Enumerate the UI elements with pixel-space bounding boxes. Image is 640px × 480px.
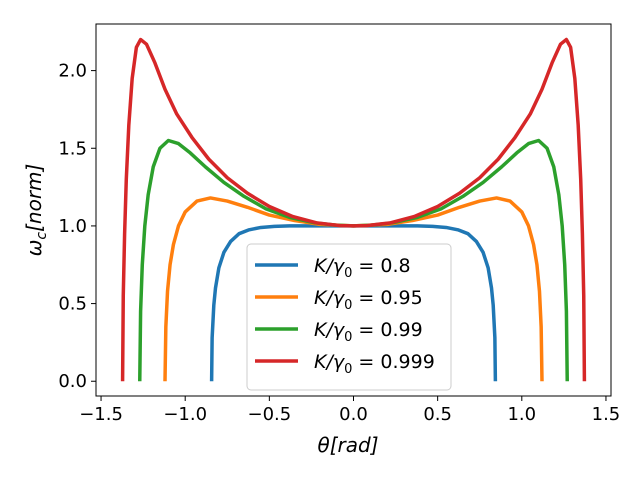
x-axis-label: θ[rad]: [317, 433, 378, 457]
legend-box: [246, 243, 452, 391]
legend-label-1: K/γ0 = 0.95: [314, 287, 423, 313]
legend-label-3: K/γ0 = 0.999: [314, 351, 435, 377]
y-tick-label: 1.5: [58, 138, 87, 159]
legend: K/γ0 = 0.8 K/γ0 = 0.95 K/γ0 = 0.99 K/γ0 = 0…: [246, 243, 452, 391]
legend-label-2: K/γ0 = 0.99: [314, 319, 423, 345]
x-tick-label: 0.5: [423, 404, 452, 425]
y-tick-label: 2.0: [58, 61, 87, 82]
x-tick-label: −1.0: [163, 404, 207, 425]
y-axis-ticks: 0.0 0.5 1.0 1.5 2.0: [58, 61, 96, 392]
series-line-3: [120, 37, 587, 382]
legend-label-0: K/γ0 = 0.8: [314, 255, 411, 281]
x-tick-label: 1.5: [592, 404, 621, 425]
series-layer: [120, 37, 587, 382]
y-tick-label: 0.5: [58, 294, 87, 315]
x-axis-ticks: −1.5 −1.0 −0.5 0.0 0.5 1.0 1.5: [79, 396, 620, 425]
y-tick-label: 1.0: [58, 216, 87, 237]
y-tick-label: 0.0: [58, 371, 87, 392]
y-axis-label: ωc[norm]: [22, 164, 50, 257]
x-tick-label: 0.0: [339, 404, 368, 425]
x-tick-label: −0.5: [247, 404, 291, 425]
x-tick-label: 1.0: [507, 404, 536, 425]
x-tick-label: −1.5: [79, 404, 123, 425]
